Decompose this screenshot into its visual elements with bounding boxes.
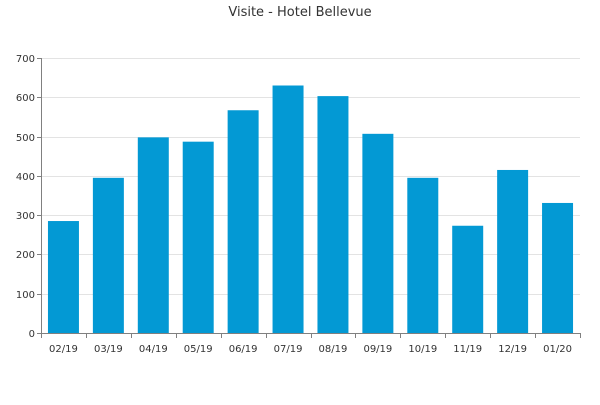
chart-title: Visite - Hotel Bellevue [228,5,371,20]
y-tick-label: 500 [16,133,35,144]
x-tick-label: 06/19 [229,344,258,355]
bar[interactable] [452,225,484,333]
gridlines [41,58,580,295]
x-tick-labels: 02/19 03/19 04/19 05/19 06/19 07/19 08/19 09/19… [49,344,572,355]
bar[interactable] [407,177,439,333]
bar[interactable] [497,169,529,333]
x-tick-label: 10/19 [408,344,437,355]
y-tick-labels: 0 100 200 300 400 500 600 700 [16,54,35,340]
x-tick-label: 04/19 [139,344,168,355]
bar[interactable] [47,221,79,333]
bar[interactable] [227,110,259,333]
x-tick-label: 02/19 [49,344,78,355]
bar[interactable] [272,85,304,334]
x-tick-label: 05/19 [184,344,213,355]
y-tick-label: 400 [16,172,35,183]
bars [47,85,574,334]
x-tick-label: 03/19 [94,344,123,355]
x-tick-label: 08/19 [319,344,348,355]
x-tick-label: 07/19 [274,344,303,355]
bar[interactable] [362,133,394,333]
y-tick-label: 200 [16,250,35,261]
x-tick-label: 11/19 [453,344,482,355]
y-tick-label: 0 [29,329,35,340]
axes [37,58,581,338]
y-tick-label: 300 [16,211,35,222]
bar[interactable] [317,96,349,333]
x-tick-label: 12/19 [498,344,527,355]
y-tick-label: 600 [16,93,35,104]
bar[interactable] [137,137,169,333]
bar[interactable] [182,141,214,333]
y-tick-label: 700 [16,54,35,65]
x-tick-label: 09/19 [363,344,392,355]
bar[interactable] [542,202,574,333]
x-tick-label: 01/20 [543,344,572,355]
bar[interactable] [92,177,124,333]
y-tick-label: 100 [16,290,35,301]
